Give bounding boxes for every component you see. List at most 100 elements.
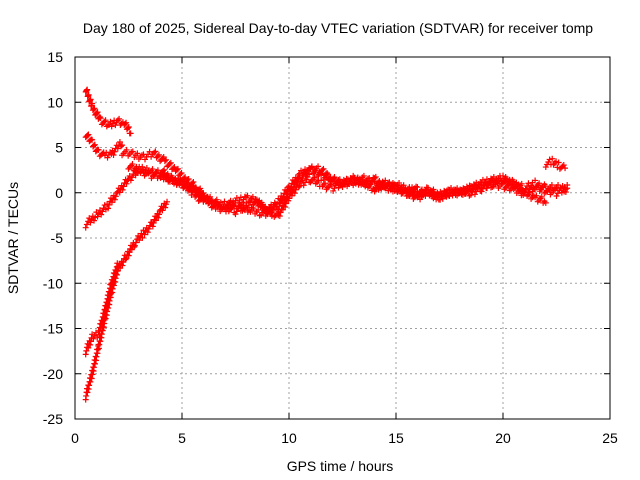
x-axis-label: GPS time / hours [287, 458, 394, 474]
x-tick-label: 25 [602, 430, 618, 446]
data-point [344, 180, 351, 187]
data-point [551, 186, 558, 193]
data-point [136, 163, 143, 170]
y-tick-label: -5 [51, 230, 64, 246]
data-point [84, 86, 91, 93]
data-point [125, 252, 132, 259]
data-point [152, 148, 159, 155]
series-arc-1 [82, 86, 134, 137]
y-tick-label: 5 [55, 140, 63, 156]
data-point [322, 171, 329, 178]
data-point [87, 341, 94, 348]
data-point [118, 143, 125, 150]
series-arc-12 [542, 155, 569, 172]
data-point [90, 106, 97, 113]
data-point [94, 213, 101, 220]
data-point [244, 204, 251, 211]
data-point [146, 222, 153, 229]
data-point [304, 167, 311, 174]
data-point [272, 204, 279, 211]
data-point [164, 170, 171, 177]
data-point [85, 131, 92, 138]
data-point [94, 109, 101, 116]
data-point [110, 151, 117, 158]
data-point [538, 193, 545, 200]
data-point [173, 167, 180, 174]
data-point [282, 203, 289, 210]
plot-area [82, 86, 571, 403]
data-point [319, 167, 326, 174]
data-point [111, 196, 118, 203]
data-point [360, 172, 367, 179]
data-point [201, 192, 208, 199]
y-tick-label: -10 [43, 275, 63, 291]
data-point [518, 180, 525, 187]
data-point [112, 193, 119, 200]
data-point [151, 149, 158, 156]
data-point [167, 159, 174, 166]
data-point [155, 214, 162, 221]
data-point [82, 224, 89, 231]
data-point [562, 165, 569, 172]
data-point [90, 335, 97, 342]
data-point [276, 199, 283, 206]
data-point [489, 177, 496, 184]
data-point [471, 191, 478, 198]
data-point [244, 192, 251, 199]
data-point [288, 192, 295, 199]
data-point [127, 130, 134, 137]
data-point [207, 193, 214, 200]
data-point [430, 186, 437, 193]
data-point [331, 175, 338, 182]
data-point [213, 196, 220, 203]
data-point [159, 168, 166, 175]
data-point [386, 180, 393, 187]
data-point [153, 169, 160, 176]
data-point [417, 196, 424, 203]
series-arc-11 [403, 177, 571, 200]
data-point [237, 207, 244, 214]
data-point [163, 172, 170, 179]
data-point [258, 199, 265, 206]
data-point [146, 148, 153, 155]
data-point [114, 263, 121, 270]
data-point [354, 175, 361, 182]
data-point [224, 202, 231, 209]
data-point [525, 189, 532, 196]
data-point [119, 262, 126, 269]
data-point [467, 191, 474, 198]
data-point [299, 172, 306, 179]
data-point [165, 177, 172, 184]
y-tick-label: -15 [43, 321, 63, 337]
data-point [324, 169, 331, 176]
data-point [322, 180, 329, 187]
data-point [380, 184, 387, 191]
data-point [91, 105, 98, 112]
data-point [119, 186, 126, 193]
data-point [553, 193, 560, 200]
data-point [108, 123, 115, 130]
data-point [425, 184, 432, 191]
data-point [276, 213, 283, 220]
data-point [125, 123, 132, 130]
data-point [460, 185, 467, 192]
data-point [140, 166, 147, 173]
data-point [303, 170, 310, 177]
data-point [232, 211, 239, 218]
data-point [124, 125, 131, 132]
data-point [539, 184, 546, 191]
data-point [112, 122, 119, 129]
data-point [154, 153, 161, 160]
data-point [441, 188, 448, 195]
data-point [367, 180, 374, 187]
series-arc-4 [82, 198, 171, 403]
data-point [286, 187, 293, 194]
y-tick-label: 10 [47, 94, 63, 110]
x-tick-label: 15 [388, 430, 404, 446]
axis-ticks: 0 5 10 15 20 25 -25 -20 -15 -10 -5 0 5 10 15 [43, 49, 618, 446]
data-point [120, 183, 127, 190]
data-point [239, 199, 246, 206]
data-point [93, 110, 100, 117]
data-point [104, 154, 111, 161]
